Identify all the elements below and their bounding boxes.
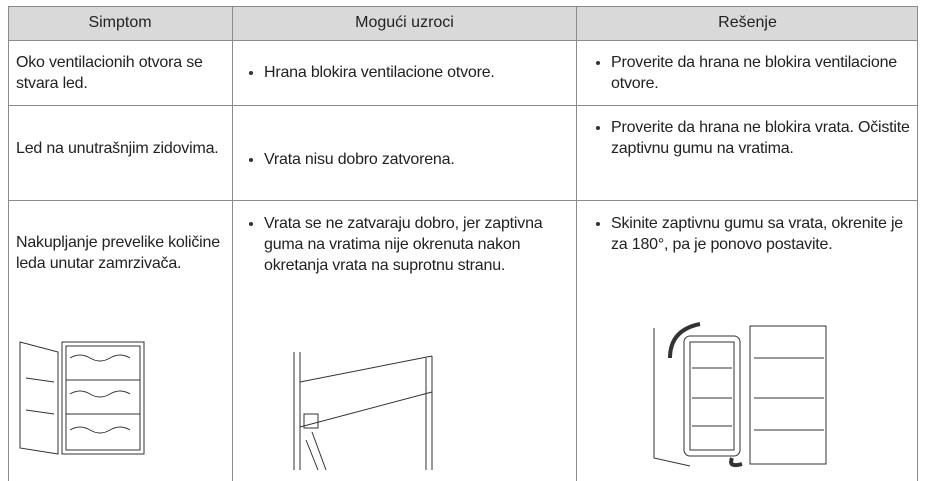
symptom: Led na unutrašnjim zidovima. <box>16 140 219 157</box>
border <box>8 6 9 481</box>
border <box>232 6 233 481</box>
solution: Skinite zaptivnu gumu sa vrata, okrenite… <box>581 213 911 255</box>
door-gasket-illustration <box>293 352 433 471</box>
solution: Proverite da hrana ne blokira vrata. Oči… <box>581 117 911 159</box>
freezer-illustration <box>19 341 145 455</box>
border <box>576 6 577 481</box>
border <box>8 6 918 7</box>
symptom: Oko ventilacionih otvora se stvara led. <box>16 54 203 92</box>
cause: Hrana blokira ventilacione otvore. <box>234 62 570 83</box>
header-cell: Simptom <box>8 6 232 40</box>
cause: Vrata nisu dobro zatvorena. <box>234 149 570 170</box>
border <box>8 200 918 201</box>
header-cell: Mogući uzroci <box>233 6 576 40</box>
symptom: Nakupljanje prevelike količine leda unut… <box>16 234 220 272</box>
header-cell: Rešenje <box>577 6 918 40</box>
cause: Vrata se ne zatvaraju dobro, jer zaptivn… <box>234 213 570 276</box>
solution: Proverite da hrana ne blokira ventilacio… <box>581 52 911 94</box>
gasket-rotation-illustration <box>653 322 827 468</box>
border <box>917 6 918 481</box>
border <box>8 40 918 41</box>
border <box>8 105 918 106</box>
